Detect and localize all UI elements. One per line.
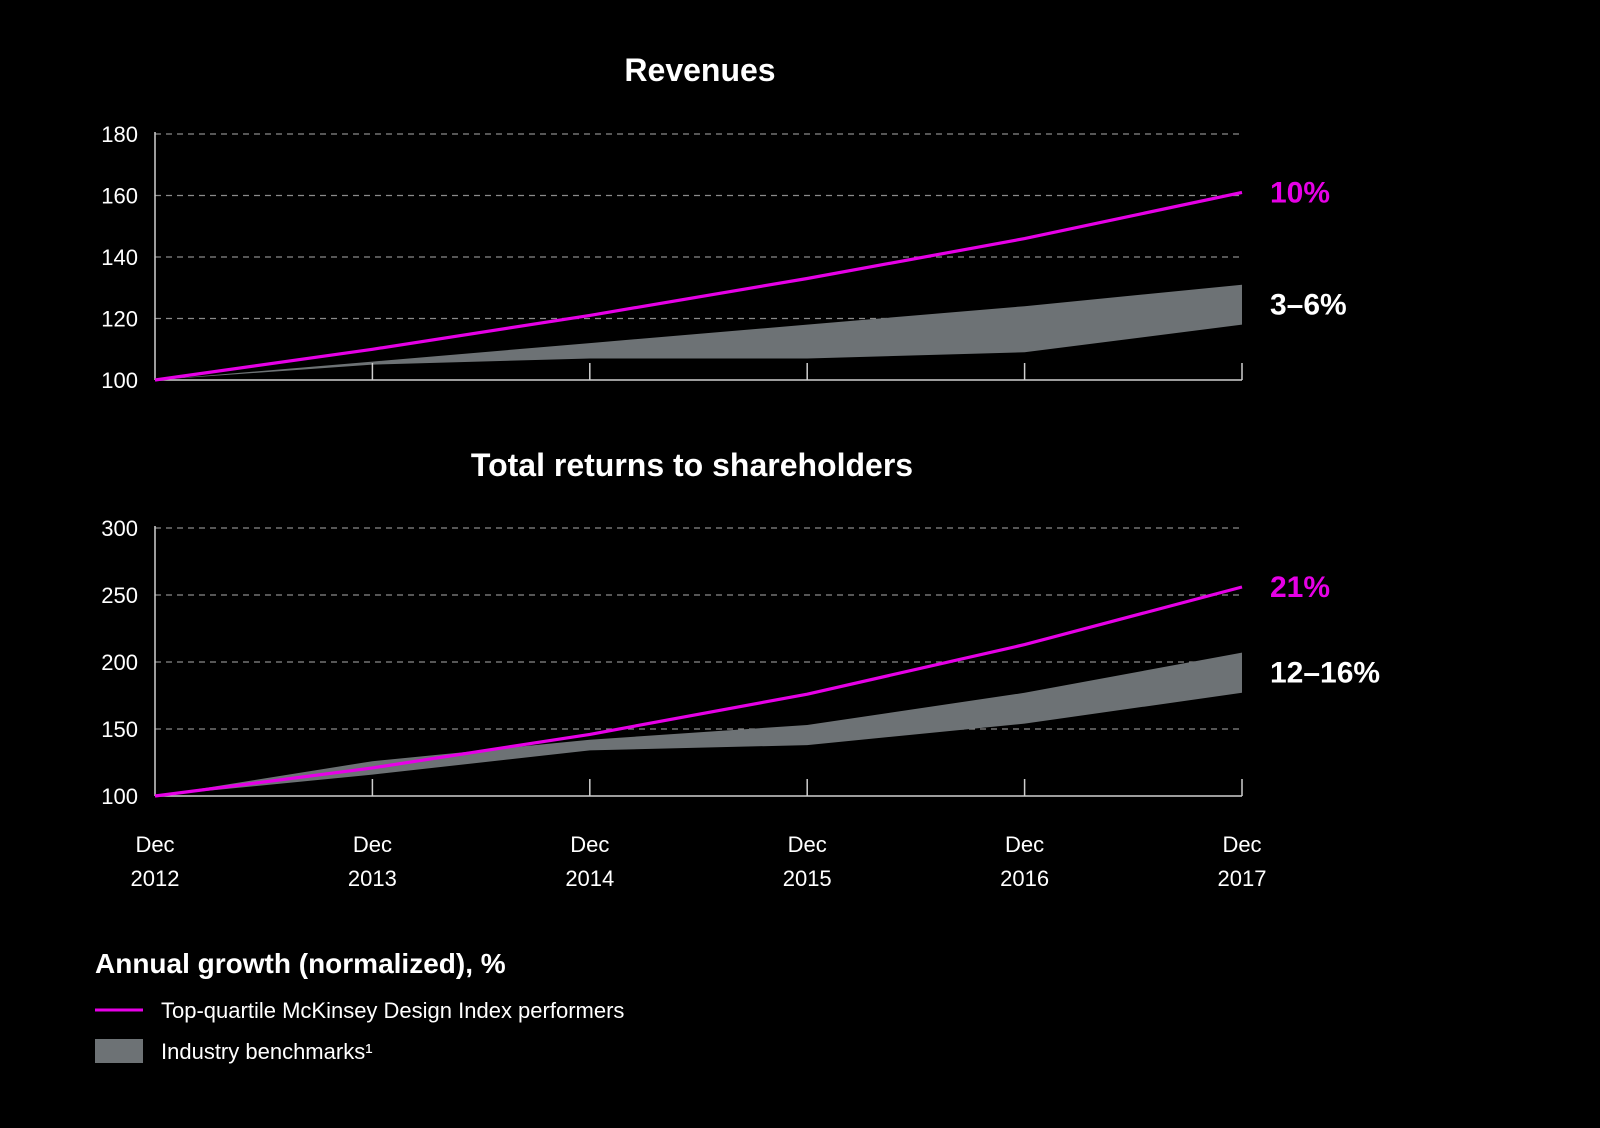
revenues-y-tick-label: 180 xyxy=(101,122,138,147)
revenues-top-quartile-end-label: 10% xyxy=(1270,176,1330,209)
tsr-chart: 100 150 200 250 300 21% 12–16% xyxy=(101,516,1380,809)
legend-item-top-quartile: Top-quartile McKinsey Design Index perfo… xyxy=(161,998,624,1023)
revenues-top-quartile-line xyxy=(154,190,1243,382)
legend-item-benchmarks: Industry benchmarks¹ xyxy=(161,1039,373,1064)
legend-title: Annual growth (normalized), % xyxy=(95,948,506,979)
tsr-y-tick-label: 200 xyxy=(101,650,138,675)
revenues-y-tick-label: 140 xyxy=(101,245,138,270)
tsr-top-quartile-line xyxy=(154,585,1243,798)
revenues-y-tick-label: 100 xyxy=(101,368,138,393)
tsr-y-tick-label: 100 xyxy=(101,784,138,809)
x-label-year: 2014 xyxy=(565,866,614,891)
legend: Annual growth (normalized), % Top-quarti… xyxy=(95,948,624,1064)
x-label-month: Dec xyxy=(1005,832,1044,857)
revenues-benchmark-end-label: 3–6% xyxy=(1270,289,1347,322)
revenues-chart: 100 120 140 160 180 10% 3–6% xyxy=(101,122,1346,393)
revenues-y-tick-label: 120 xyxy=(101,307,138,332)
x-label-year: 2012 xyxy=(131,866,180,891)
x-label-year: 2013 xyxy=(348,866,397,891)
x-label-year: 2017 xyxy=(1218,866,1267,891)
tsr-y-tick-label: 250 xyxy=(101,583,138,608)
legend-band-swatch xyxy=(95,1039,143,1063)
x-label-month: Dec xyxy=(788,832,827,857)
x-label-month: Dec xyxy=(1222,832,1261,857)
x-label-month: Dec xyxy=(570,832,609,857)
revenues-y-tick-label: 160 xyxy=(101,184,138,209)
tsr-y-tick-label: 150 xyxy=(101,717,138,742)
x-label-month: Dec xyxy=(353,832,392,857)
tsr-top-quartile-end-label: 21% xyxy=(1270,571,1330,604)
x-axis-labels: Dec 2012 Dec 2013 Dec 2014 Dec 2015 Dec 2016 Dec 20… xyxy=(131,832,1267,891)
tsr-benchmark-end-label: 12–16% xyxy=(1270,657,1380,690)
revenues-title: Revenues xyxy=(624,52,775,88)
x-label-month: Dec xyxy=(135,832,174,857)
tsr-y-tick-label: 300 xyxy=(101,516,138,541)
x-label-year: 2016 xyxy=(1000,866,1049,891)
revenues-benchmark-band xyxy=(155,284,1242,380)
x-label-year: 2015 xyxy=(783,866,832,891)
tsr-title: Total returns to shareholders xyxy=(471,447,913,483)
